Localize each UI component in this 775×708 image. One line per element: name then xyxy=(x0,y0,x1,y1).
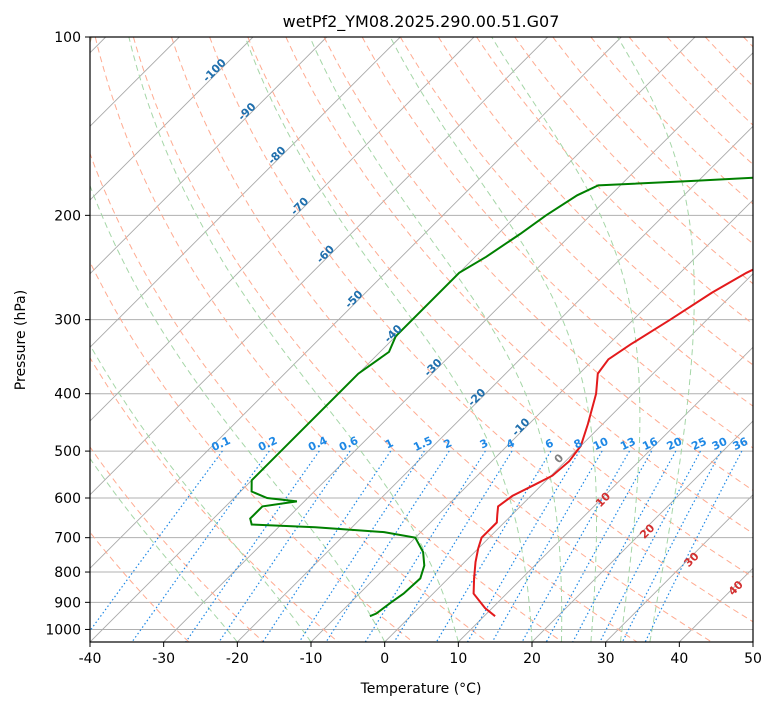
x-axis-title: Temperature (°C) xyxy=(360,681,482,697)
moist-adiabat-line xyxy=(128,37,459,642)
mixing-ratio-line xyxy=(393,450,513,642)
moist-adiabat-line xyxy=(309,37,563,642)
dry-adiabat-line xyxy=(94,37,563,642)
mixing-ratio-line xyxy=(364,450,486,642)
moist-adiabat-line xyxy=(616,37,695,642)
x-tick-label: 30 xyxy=(597,651,615,667)
y-axis-title: Pressure (hPa) xyxy=(13,290,29,390)
isotherm-line xyxy=(90,37,475,422)
dry-adiabat-line xyxy=(590,37,753,205)
mixing-ratio-label: 13 xyxy=(618,435,637,453)
plot-area xyxy=(90,37,753,642)
mixing-ratio-line xyxy=(218,450,351,642)
y-tick-label: 800 xyxy=(54,565,81,581)
dry-adiabat-line xyxy=(285,37,753,534)
isotherm-line xyxy=(384,273,753,642)
mixing-ratio-line xyxy=(521,450,631,642)
axes: -40 -30 -20 -10 0 10 20 30 40 50 100 200 300 400 500 60… xyxy=(45,30,762,667)
isotherm-line xyxy=(163,52,753,642)
mixing-ratio-line xyxy=(131,450,270,642)
isotherm-line xyxy=(90,37,622,569)
moist-adiabat-line xyxy=(244,37,533,642)
x-tick-label: 40 xyxy=(670,651,688,667)
plot-frame xyxy=(89,36,754,643)
y-tick-label: 900 xyxy=(54,595,81,611)
x-tick-label: 50 xyxy=(744,651,762,667)
temperature-profile xyxy=(472,268,753,617)
dry-adiabat-line xyxy=(323,37,753,491)
dry-adiabat-line xyxy=(171,37,712,642)
moist-adiabat-line xyxy=(90,343,312,642)
x-tick-label: 20 xyxy=(523,651,541,667)
y-tick-label: 100 xyxy=(54,30,81,46)
dry-adiabat-line xyxy=(90,446,264,642)
x-tick-label: -30 xyxy=(152,651,175,667)
y-tick-label: 1000 xyxy=(45,622,81,638)
mixing-ratio-line xyxy=(185,450,320,642)
dry-adiabat-line xyxy=(132,37,638,642)
isotherm-line xyxy=(90,37,696,642)
mixing-ratio-line xyxy=(545,450,653,642)
dry-adiabat-line xyxy=(90,260,414,642)
y-tick-label: 400 xyxy=(54,387,81,403)
moist-adiabat-line xyxy=(90,184,386,642)
dry-adiabat-line xyxy=(209,37,753,623)
mixing-ratio-label: 10 xyxy=(591,435,611,453)
isotherm-line xyxy=(90,37,401,348)
x-tick-label: -10 xyxy=(300,651,323,667)
dry-adiabat-line xyxy=(247,37,753,578)
dry-adiabat-line xyxy=(437,37,753,366)
dewpoint-profile xyxy=(249,176,753,618)
isotherm-line xyxy=(236,125,753,642)
y-tick-label: 200 xyxy=(54,208,81,224)
isotherm-line xyxy=(90,37,549,496)
moist-adiabat-line xyxy=(90,457,238,642)
mixing-ratio-line xyxy=(491,450,603,642)
dry-adiabat-line xyxy=(552,37,753,245)
isotherm-line xyxy=(90,37,254,201)
moist-adiabat-line xyxy=(389,37,597,642)
mixing-ratio-line xyxy=(599,450,702,642)
dry-adiabat-line xyxy=(361,37,753,449)
mixing-ratio-line xyxy=(435,450,552,642)
mixing-ratio-label: 30 xyxy=(710,435,730,453)
dry-adiabat-line xyxy=(399,37,753,407)
isotherm-line xyxy=(90,37,328,275)
mixing-ratio-label: 25 xyxy=(689,435,708,453)
y-tick-label: 600 xyxy=(54,491,81,507)
y-tick-label: 700 xyxy=(54,531,81,547)
dry-adiabat-line xyxy=(90,356,339,642)
x-tick-label: -20 xyxy=(226,651,249,667)
mixing-ratio-line xyxy=(466,450,580,642)
mixing-ratio-label: 20 xyxy=(665,435,685,453)
x-tick-label: -40 xyxy=(79,651,102,667)
chart-title: wetPf2_YM08.2025.290.00.51.G07 xyxy=(283,12,560,32)
x-tick-label: 0 xyxy=(380,651,389,667)
y-tick-label: 300 xyxy=(54,313,81,329)
x-tick-label: 10 xyxy=(449,651,467,667)
mixing-ratio-line xyxy=(621,450,722,642)
y-tick-label: 500 xyxy=(54,444,81,460)
moist-adiabat-line xyxy=(491,37,641,642)
isotherm-line xyxy=(605,494,753,642)
mixing-ratio-line xyxy=(572,450,677,642)
mixing-ratio-label: 36 xyxy=(731,435,751,453)
mixing-ratio-label: 16 xyxy=(640,435,660,453)
